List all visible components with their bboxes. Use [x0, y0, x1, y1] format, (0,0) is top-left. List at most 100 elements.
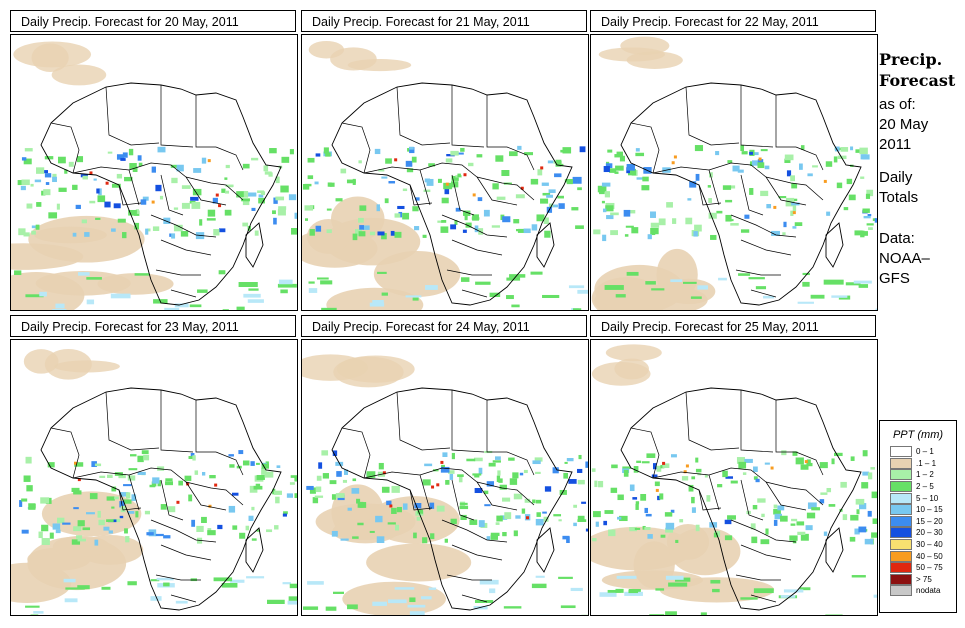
rain-cell: [372, 601, 387, 606]
legend-title: PPT (mm): [892, 429, 944, 441]
rain-cell: [602, 208, 607, 213]
rain-cell: [617, 494, 624, 501]
panel-title: Daily Precip. Forecast for 25 May, 2011: [590, 315, 876, 337]
rain-cell: [810, 294, 825, 299]
rain-cell: [834, 146, 840, 152]
rain-cell: [277, 208, 286, 216]
rain-cell: [294, 212, 297, 219]
rain-cell: [31, 225, 37, 229]
rain-cell: [773, 519, 778, 526]
rain-cell: [651, 474, 658, 478]
rain-cell: [263, 165, 269, 172]
rain-cell: [800, 145, 805, 150]
rain-cell: [289, 583, 297, 589]
rain-cell: [778, 196, 787, 199]
rain-cell: [98, 188, 102, 196]
rain-cell: [862, 208, 870, 213]
rain-cell: [170, 164, 177, 168]
rain-cell: [695, 173, 700, 181]
rain-cell: [329, 480, 337, 485]
rain-cell: [331, 530, 338, 537]
rain-cell: [577, 289, 588, 294]
rain-cell: [710, 234, 717, 240]
rain-cell: [791, 202, 800, 206]
rain-cell: [558, 576, 573, 579]
rain-cell: [376, 536, 385, 544]
rain-cell: [420, 596, 432, 600]
rain-cell: [474, 487, 483, 494]
dry-region: [614, 358, 649, 380]
rain-cell: [738, 273, 751, 276]
rain-cell: [107, 151, 113, 154]
rain-cell: [308, 288, 318, 293]
rain-cell: [558, 203, 565, 209]
rain-cell: [381, 232, 387, 240]
rain-cell: [164, 307, 180, 310]
rain-cell: [71, 539, 81, 545]
rain-cell: [193, 168, 202, 173]
rain-cell: [255, 483, 261, 488]
rain-cell: [461, 277, 470, 282]
rain-cell: [315, 153, 321, 157]
rain-cell: [335, 493, 345, 498]
rain-cell: [91, 461, 97, 468]
rain-cell: [155, 533, 164, 537]
rain-cell: [516, 229, 522, 232]
heavy-rain-cell: [151, 200, 155, 204]
rain-cell: [753, 476, 758, 480]
rain-cell: [352, 478, 357, 482]
rain-cell: [207, 530, 216, 536]
rain-cell: [715, 151, 720, 156]
rain-cell: [436, 505, 445, 512]
rain-cell: [111, 228, 116, 232]
rain-cell: [23, 158, 32, 165]
rain-cell: [496, 196, 506, 200]
rain-cell: [387, 522, 396, 525]
rain-cell: [149, 484, 156, 488]
rain-cell: [760, 149, 768, 152]
legend-item: 40 – 50: [880, 550, 956, 562]
rain-cell: [764, 165, 770, 170]
heavy-rain-cell: [445, 182, 449, 186]
dry-region: [333, 356, 404, 388]
rain-cell: [163, 582, 170, 587]
rain-cell: [536, 512, 541, 517]
rain-cell: [356, 498, 361, 504]
rain-cell: [568, 479, 577, 484]
rain-cell: [864, 538, 874, 545]
rain-cell: [749, 188, 754, 195]
rain-cell: [871, 491, 877, 499]
rain-cell: [807, 502, 817, 509]
rain-cell: [239, 532, 246, 539]
rain-cell: [863, 215, 871, 219]
rain-cell: [603, 520, 608, 526]
rain-cell: [752, 152, 759, 156]
forecast-panel-3: Daily Precip. Forecast for 22 May, 2011: [590, 10, 878, 311]
rain-cell: [619, 155, 625, 162]
rain-cell: [165, 481, 174, 486]
rain-cell: [417, 509, 424, 514]
rain-cell: [458, 475, 463, 483]
rain-cell: [728, 219, 734, 222]
rain-cell: [502, 497, 511, 502]
rain-cell: [188, 456, 193, 459]
rain-cell: [390, 230, 395, 236]
rain-cell: [797, 301, 814, 304]
rain-cell: [751, 536, 758, 544]
rain-cell: [160, 504, 167, 510]
rain-cell: [558, 163, 564, 167]
rain-cell: [627, 168, 637, 176]
rain-cell: [463, 210, 471, 216]
rain-cell: [329, 182, 335, 187]
rain-cell: [106, 519, 114, 523]
rain-cell: [641, 461, 650, 464]
rain-cell: [372, 300, 384, 304]
rain-cell: [256, 474, 265, 480]
rain-cell: [242, 222, 249, 227]
rain-cell: [178, 480, 183, 486]
rain-cell: [873, 594, 877, 598]
rain-cell: [129, 163, 137, 170]
rain-cell: [127, 581, 137, 586]
rain-cell: [457, 474, 464, 477]
rain-cell: [713, 532, 718, 538]
